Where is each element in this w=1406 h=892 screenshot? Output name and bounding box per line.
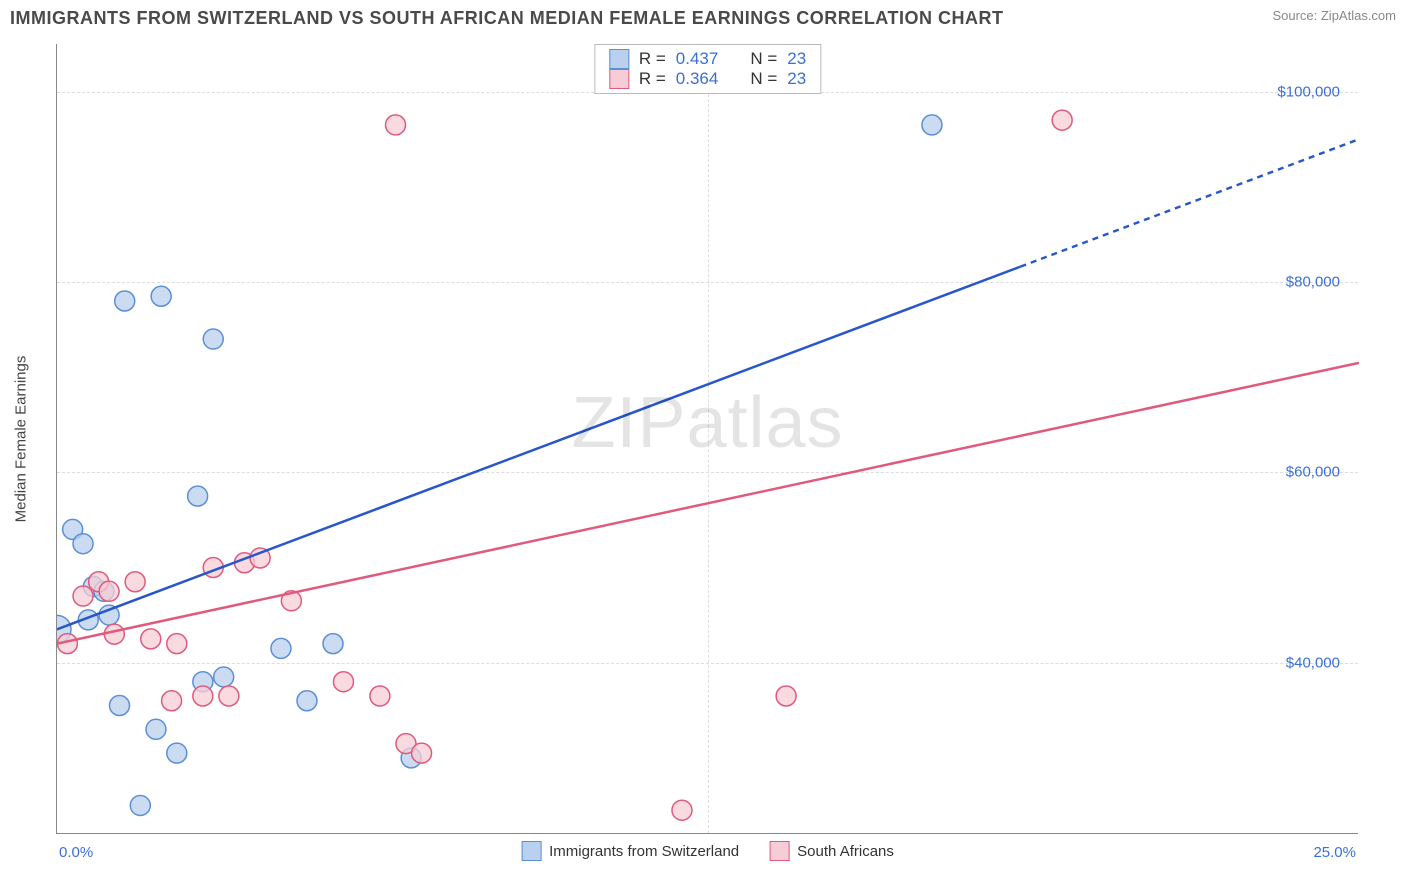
regression-line — [57, 267, 1020, 630]
stat-r-value: 0.364 — [676, 69, 719, 89]
chart-title: IMMIGRANTS FROM SWITZERLAND VS SOUTH AFR… — [10, 8, 1003, 29]
data-point — [73, 586, 93, 606]
stats-row: R = 0.364 N = 23 — [609, 69, 806, 89]
data-point — [99, 581, 119, 601]
stat-n-value: 23 — [787, 69, 806, 89]
legend-label: Immigrants from Switzerland — [549, 843, 739, 860]
y-tick-label: $40,000 — [1286, 654, 1340, 671]
stat-r-label: R = — [639, 49, 666, 69]
data-point — [167, 743, 187, 763]
legend-swatch — [521, 841, 541, 861]
data-point — [219, 686, 239, 706]
legend-item: Immigrants from Switzerland — [521, 841, 739, 861]
stat-n-label: N = — [750, 49, 777, 69]
stats-row: R = 0.437 N = 23 — [609, 49, 806, 69]
data-point — [162, 691, 182, 711]
stat-n-label: N = — [750, 69, 777, 89]
data-point — [776, 686, 796, 706]
data-point — [214, 667, 234, 687]
legend-swatch — [609, 49, 629, 69]
stat-n-value: 23 — [787, 49, 806, 69]
data-point — [104, 624, 124, 644]
source-label: Source: — [1272, 8, 1320, 23]
data-point — [151, 286, 171, 306]
data-point — [193, 686, 213, 706]
data-point — [323, 634, 343, 654]
stat-r-value: 0.437 — [676, 49, 719, 69]
data-point — [271, 638, 291, 658]
data-point — [141, 629, 161, 649]
chart-header: IMMIGRANTS FROM SWITZERLAND VS SOUTH AFR… — [10, 8, 1396, 29]
data-point — [297, 691, 317, 711]
regression-line — [57, 363, 1359, 644]
data-point — [386, 115, 406, 135]
stats-legend-box: R = 0.437 N = 23 R = 0.364 N = 23 — [594, 44, 821, 94]
x-tick-max: 25.0% — [1313, 844, 1356, 861]
data-point — [922, 115, 942, 135]
scatter-plot — [57, 44, 1359, 834]
y-tick-label: $100,000 — [1277, 83, 1340, 100]
data-point — [109, 696, 129, 716]
data-point — [146, 719, 166, 739]
data-point — [167, 634, 187, 654]
data-point — [672, 800, 692, 820]
data-point — [203, 329, 223, 349]
data-point — [115, 291, 135, 311]
plot-frame: Median Female Earnings ZIPatlas R =0.437… — [56, 44, 1358, 834]
legend-item: South Africans — [769, 841, 894, 861]
chart-source: Source: ZipAtlas.com — [1272, 8, 1396, 23]
data-point — [188, 486, 208, 506]
legend-label: South Africans — [797, 843, 894, 860]
y-tick-label: $60,000 — [1286, 464, 1340, 481]
legend-swatch — [769, 841, 789, 861]
bottom-legend: Immigrants from Switzerland South African… — [521, 841, 894, 861]
stat-r-label: R = — [639, 69, 666, 89]
chart-area: Median Female Earnings ZIPatlas R =0.437… — [56, 44, 1358, 834]
data-point — [130, 795, 150, 815]
data-point — [73, 534, 93, 554]
source-name: ZipAtlas.com — [1321, 8, 1396, 23]
legend-swatch — [609, 69, 629, 89]
data-point — [370, 686, 390, 706]
data-point — [125, 572, 145, 592]
data-point — [412, 743, 432, 763]
x-tick-min: 0.0% — [59, 844, 93, 861]
y-axis-title: Median Female Earnings — [13, 355, 30, 522]
data-point — [1052, 110, 1072, 130]
data-point — [333, 672, 353, 692]
y-tick-label: $80,000 — [1286, 273, 1340, 290]
regression-line-extrapolated — [1020, 139, 1359, 266]
